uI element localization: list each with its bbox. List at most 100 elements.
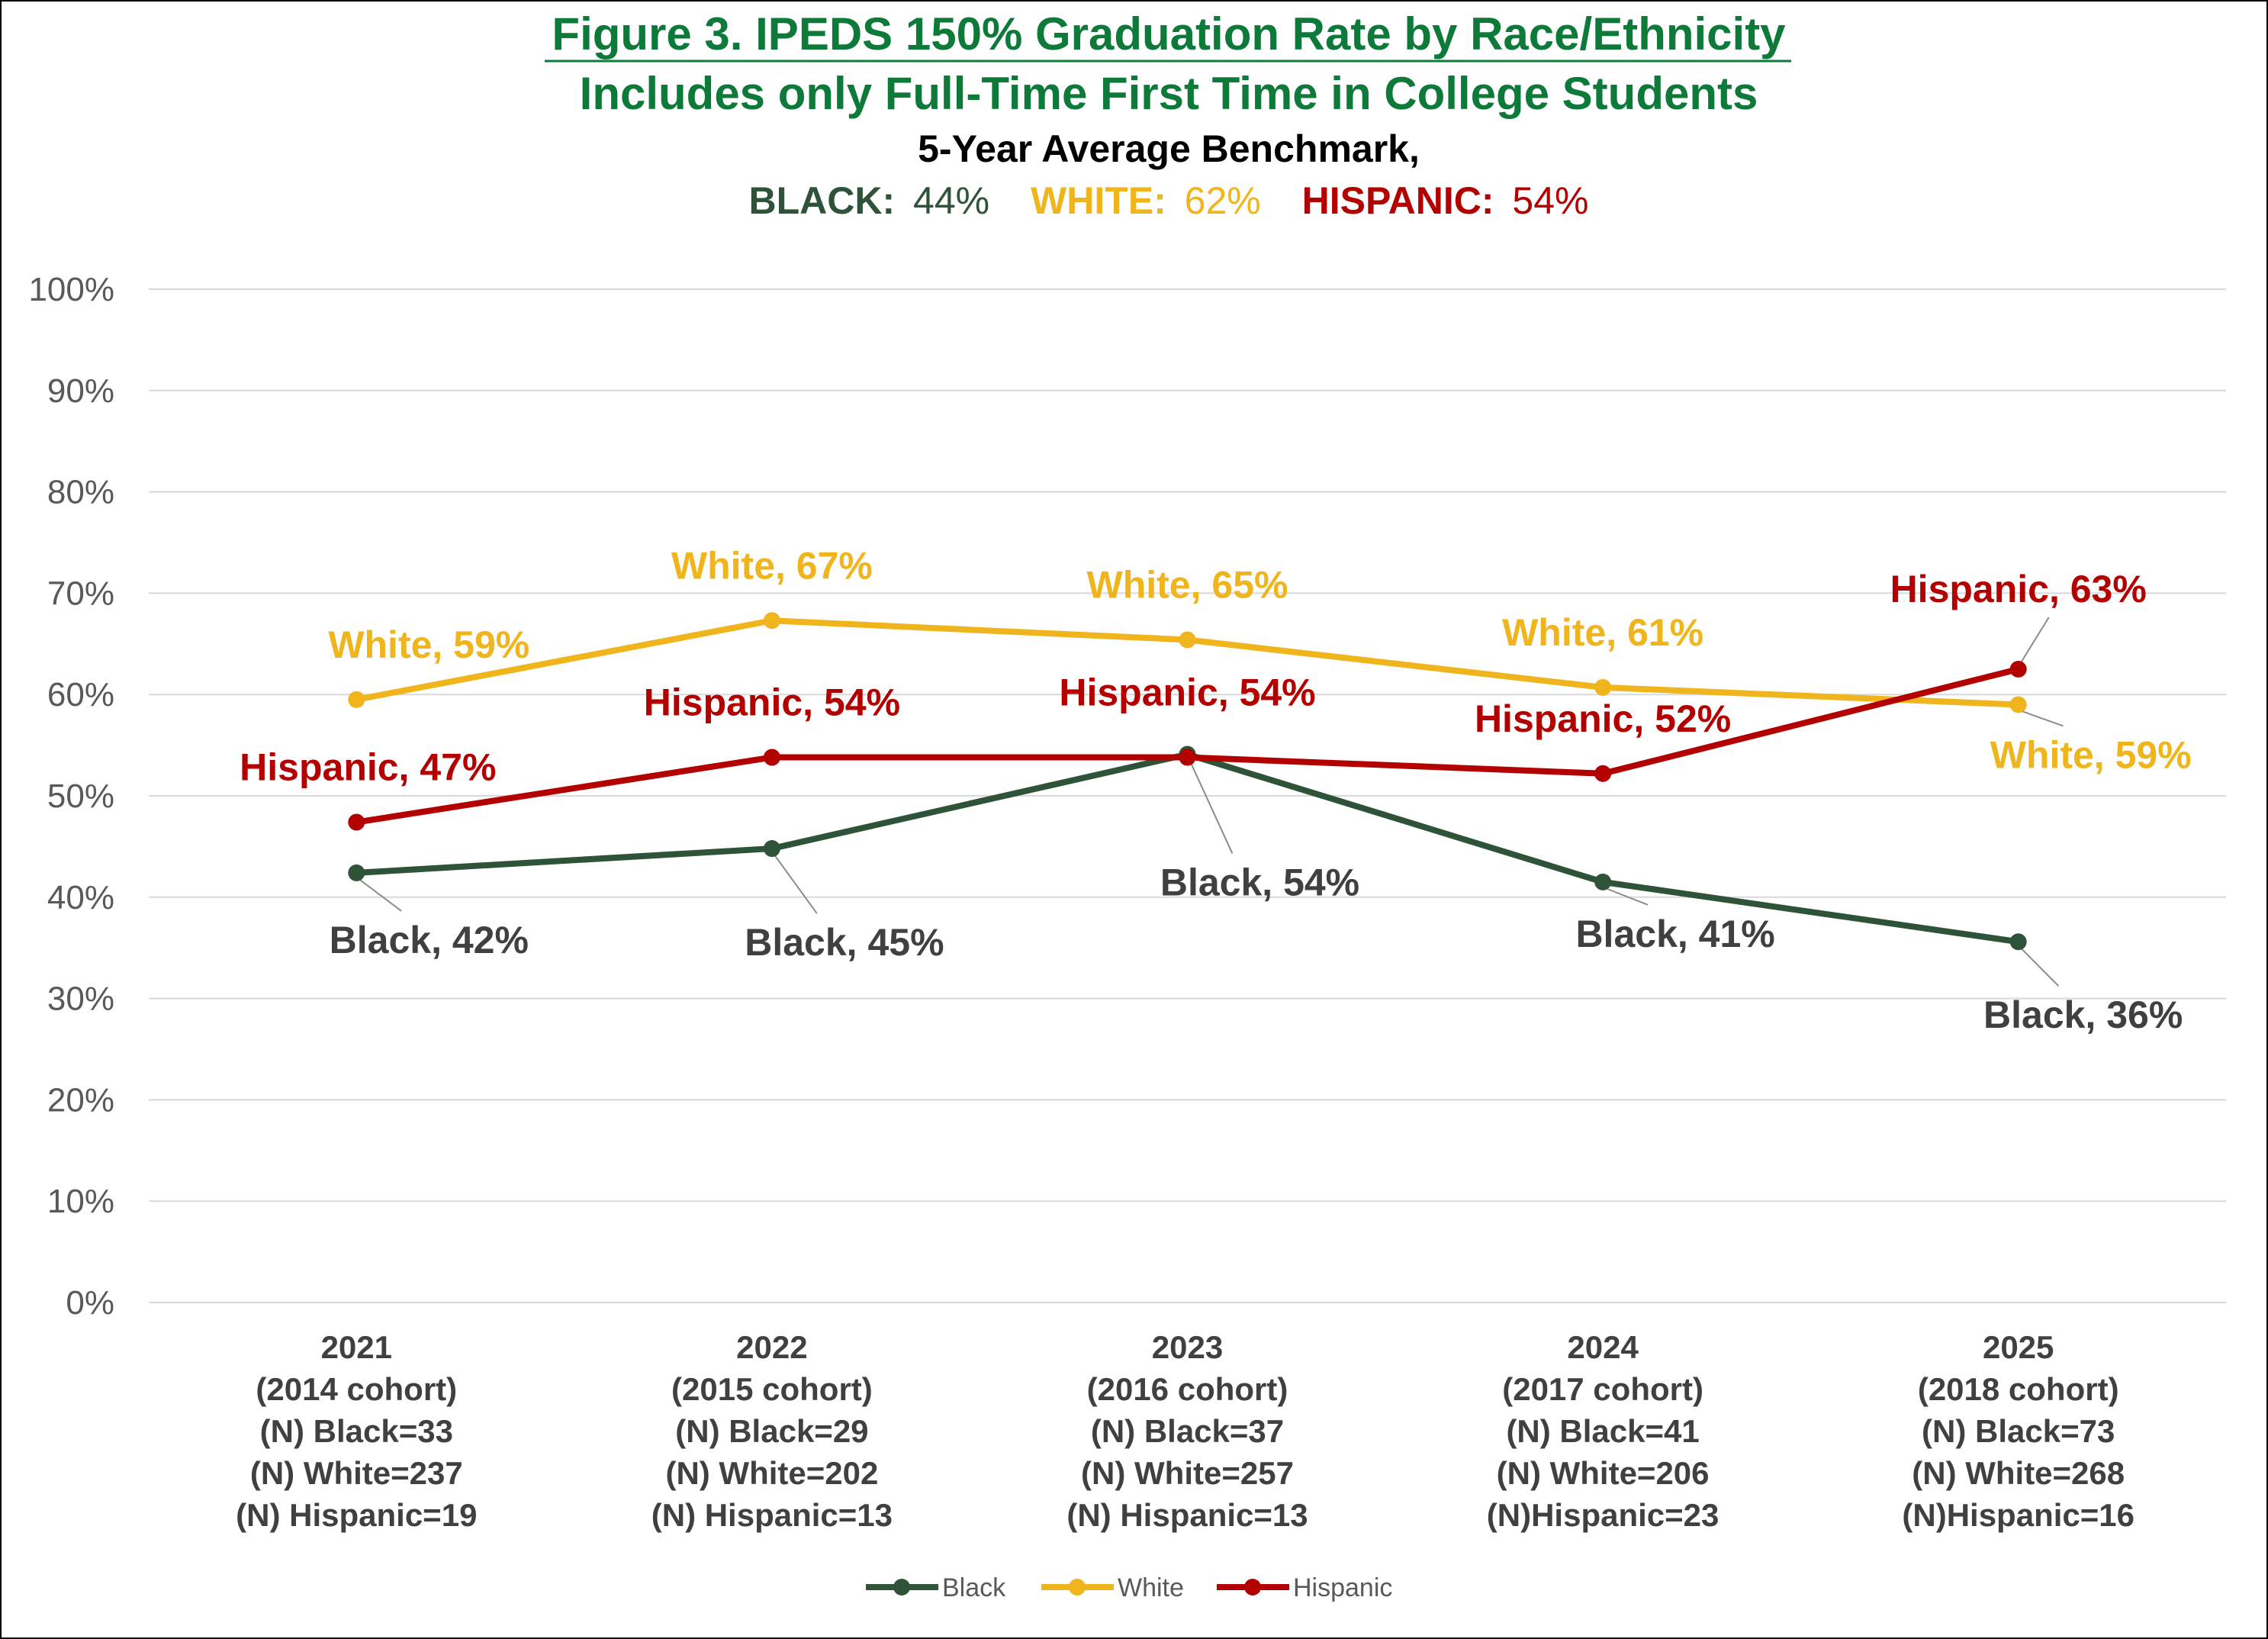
chart-title: Figure 3. IPEDS 150% Graduation Rate by … bbox=[552, 8, 1786, 60]
x-tick-label: (N) White=202 bbox=[665, 1455, 878, 1491]
leader-line bbox=[1189, 760, 1234, 854]
x-category: 2021 (2014 cohort) (N) Black=33 (N) White=2… bbox=[236, 1329, 477, 1533]
x-tick-label: (2016 cohort) bbox=[1087, 1371, 1288, 1407]
data-label-black: Black, 54% bbox=[1160, 861, 1359, 904]
x-tick-label: (N) White=257 bbox=[1081, 1455, 1294, 1491]
x-tick-label: (2018 cohort) bbox=[1918, 1371, 2119, 1407]
y-tick-label: 90% bbox=[47, 372, 114, 410]
data-label-hispanic: Hispanic, 47% bbox=[240, 746, 496, 789]
data-point-black bbox=[2009, 933, 2027, 951]
x-tick-label: (2015 cohort) bbox=[671, 1371, 873, 1407]
legend-label: Hispanic bbox=[1293, 1573, 1392, 1602]
benchmark-hispanic-label: HISPANIC: bbox=[1302, 179, 1494, 222]
benchmark-black-label: BLACK: bbox=[749, 179, 896, 222]
legend-swatch-marker bbox=[1069, 1579, 1086, 1596]
x-category: 2024 (2017 cohort) (N) Black=41 (N) White=2… bbox=[1487, 1329, 1719, 1533]
legend-label: Black bbox=[942, 1573, 1006, 1602]
x-category: 2023 (2016 cohort) (N) Black=37 (N) White=2… bbox=[1066, 1329, 1308, 1533]
x-tick-label: (N) Hispanic=13 bbox=[651, 1497, 893, 1533]
y-tick-label: 20% bbox=[47, 1081, 114, 1119]
data-point-white bbox=[2009, 696, 2027, 713]
y-tick-label: 0% bbox=[66, 1284, 114, 1322]
x-tick-label: (2014 cohort) bbox=[256, 1371, 457, 1407]
leader-line bbox=[2019, 617, 2050, 664]
data-point-hispanic bbox=[2009, 661, 2027, 678]
gridlines bbox=[149, 288, 2226, 1303]
y-tick-label: 10% bbox=[47, 1183, 114, 1220]
x-tick-label: (N) Black=73 bbox=[1922, 1413, 2115, 1449]
y-tick-label: 70% bbox=[47, 575, 114, 612]
y-tick-label: 80% bbox=[47, 474, 114, 511]
x-axis: 2021 (2014 cohort) (N) Black=33 (N) White=2… bbox=[236, 1329, 2134, 1533]
x-tick-label: (N) Black=29 bbox=[675, 1413, 868, 1449]
x-tick-label: (N) White=237 bbox=[250, 1455, 463, 1491]
x-tick-label: 2021 bbox=[321, 1329, 392, 1365]
x-tick-label: 2022 bbox=[736, 1329, 807, 1365]
x-tick-label: (N) Hispanic=13 bbox=[1066, 1497, 1308, 1533]
data-labels: Black, 42% Black, 45% Black, 54% Black, 41%… bbox=[240, 544, 2192, 1036]
x-category: 2025 (2018 cohort) (N) Black=73 (N) White=2… bbox=[1902, 1329, 2134, 1533]
data-label-white: White, 59% bbox=[1990, 733, 2192, 776]
data-label-hispanic: Hispanic, 63% bbox=[1890, 568, 2147, 610]
data-label-black: Black, 41% bbox=[1575, 913, 1774, 955]
benchmark-hispanic-value: 54% bbox=[1512, 179, 1588, 222]
data-label-black: Black, 36% bbox=[1983, 993, 2183, 1036]
benchmark-white-value: 62% bbox=[1185, 179, 1261, 222]
legend-swatch-marker bbox=[1244, 1579, 1261, 1596]
leader-line bbox=[1604, 887, 1649, 906]
series-points bbox=[348, 612, 2027, 951]
data-point-black bbox=[1594, 873, 1612, 890]
data-label-white: White, 59% bbox=[328, 623, 529, 666]
x-category: 2022 (2015 cohort) (N) Black=29 (N) White=2… bbox=[651, 1329, 893, 1533]
data-point-white bbox=[1179, 631, 1196, 649]
leader-line bbox=[774, 854, 818, 914]
label-leader-lines bbox=[358, 617, 2064, 987]
x-tick-label: (N) Black=37 bbox=[1091, 1413, 1284, 1449]
benchmark-values: BLACK: 44% WHITE: 62% HISPANIC: 54% bbox=[749, 179, 1589, 222]
data-point-hispanic bbox=[348, 813, 365, 831]
legend: Black White Hispanic bbox=[866, 1573, 1392, 1602]
data-label-black: Black, 42% bbox=[330, 919, 529, 961]
data-point-black bbox=[763, 840, 780, 858]
data-label-white: White, 61% bbox=[1502, 611, 1703, 654]
x-tick-label: (N) Black=41 bbox=[1506, 1413, 1699, 1449]
x-tick-label: (2017 cohort) bbox=[1502, 1371, 1703, 1407]
benchmark-white-label: WHITE: bbox=[1031, 179, 1166, 222]
leader-line bbox=[2020, 710, 2064, 727]
data-label-hispanic: Hispanic, 52% bbox=[1475, 697, 1731, 740]
x-tick-label: (N)Hispanic=16 bbox=[1902, 1497, 2134, 1533]
x-tick-label: (N) Hispanic=19 bbox=[236, 1497, 477, 1533]
x-tick-label: 2024 bbox=[1567, 1329, 1639, 1365]
y-tick-label: 100% bbox=[28, 271, 114, 308]
data-label-hispanic: Hispanic, 54% bbox=[1059, 671, 1315, 714]
data-point-white bbox=[1594, 678, 1612, 696]
x-tick-label: (N)Hispanic=23 bbox=[1487, 1497, 1719, 1533]
x-tick-label: 2025 bbox=[1983, 1329, 2054, 1365]
data-point-white bbox=[348, 691, 365, 708]
x-tick-label: (N) White=206 bbox=[1497, 1455, 1710, 1491]
benchmark-heading: 5-Year Average Benchmark, bbox=[918, 127, 1420, 170]
legend-item-white: White bbox=[1041, 1573, 1184, 1602]
data-label-white: White, 65% bbox=[1087, 563, 1288, 606]
y-tick-label: 30% bbox=[47, 981, 114, 1018]
data-label-hispanic: Hispanic, 54% bbox=[644, 681, 900, 724]
data-point-hispanic bbox=[763, 749, 780, 766]
data-point-white bbox=[763, 612, 780, 630]
x-tick-label: (N) White=268 bbox=[1912, 1455, 2125, 1491]
y-axis: 0% 10% 20% 30% 40% 50% 60% 70% 80% 90% 100% bbox=[28, 271, 114, 1322]
legend-item-hispanic: Hispanic bbox=[1217, 1573, 1392, 1602]
legend-item-black: Black bbox=[866, 1573, 1006, 1602]
chart-subtitle: Includes only Full-Time First Time in Co… bbox=[580, 68, 1758, 119]
data-label-black: Black, 45% bbox=[745, 921, 944, 964]
x-tick-label: 2023 bbox=[1152, 1329, 1223, 1365]
leader-line bbox=[358, 878, 402, 912]
data-label-white: White, 67% bbox=[671, 544, 873, 587]
legend-label: White bbox=[1118, 1573, 1184, 1602]
benchmark-black-value: 44% bbox=[913, 179, 989, 222]
x-tick-label: (N) Black=33 bbox=[260, 1413, 453, 1449]
legend-swatch-marker bbox=[893, 1579, 910, 1596]
leader-line bbox=[2019, 947, 2060, 987]
data-point-black bbox=[348, 864, 365, 881]
y-tick-label: 40% bbox=[47, 879, 114, 916]
